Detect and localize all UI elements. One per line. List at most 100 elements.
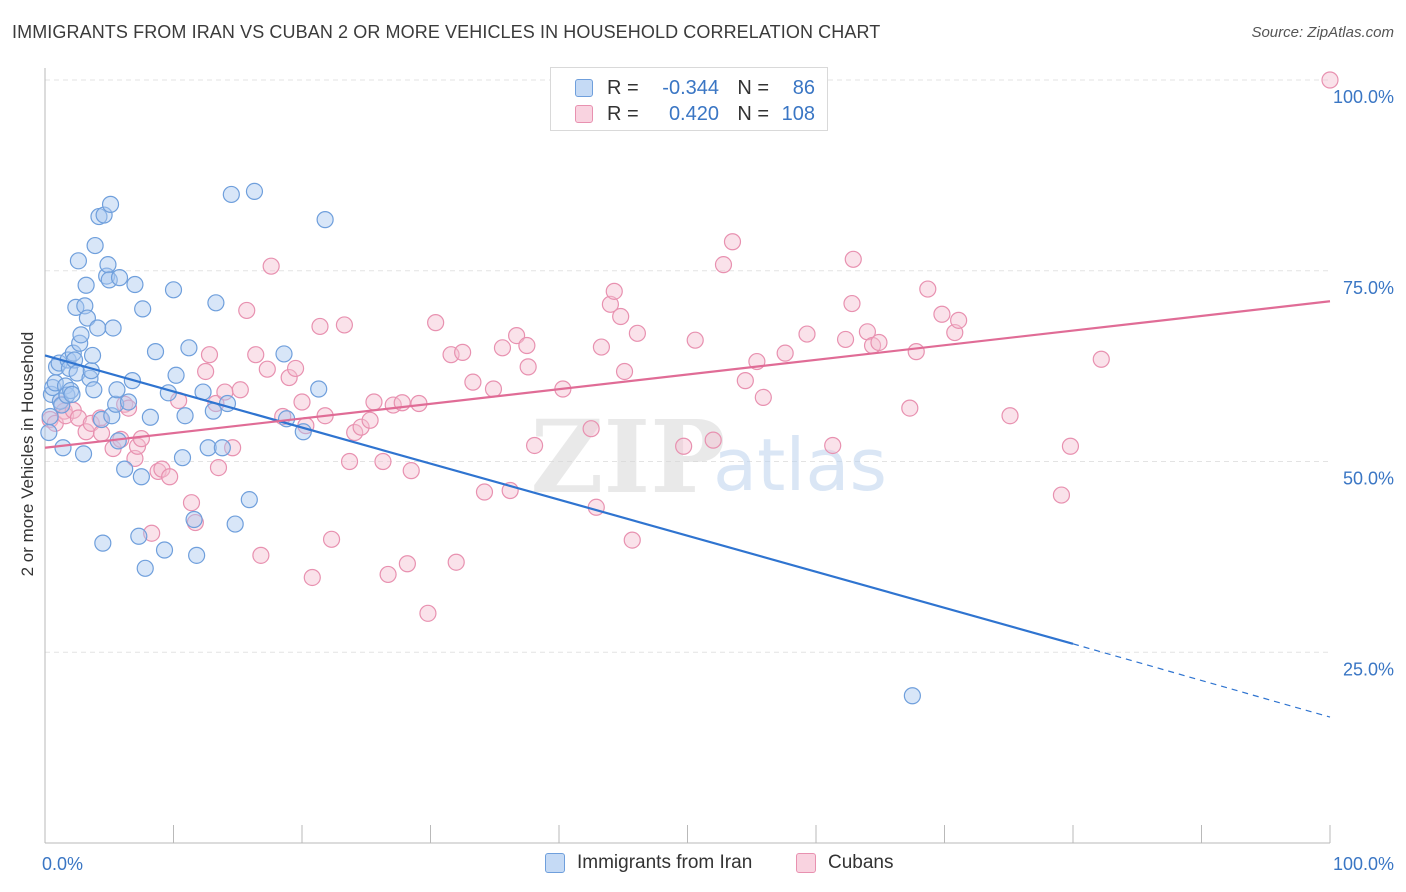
data-point-cuban: [1092, 350, 1110, 368]
legend-item-cubans[interactable]: Cubans: [796, 852, 894, 874]
data-point-iran: [173, 449, 192, 467]
data-point-iran: [155, 541, 174, 559]
data-point-iran: [85, 381, 103, 399]
data-point-cuban: [335, 316, 354, 334]
trend-line-iran-extension: [1072, 643, 1331, 718]
data-point-cuban: [686, 331, 704, 349]
data-point-cuban: [322, 530, 341, 548]
trend-lines: [44, 300, 1331, 718]
data-point-cuban: [379, 565, 397, 584]
data-point-iran: [41, 407, 59, 426]
data-point-cuban: [1052, 486, 1071, 504]
correlation-legend: R = -0.344 N = 86 R = 0.420 N = 108: [550, 67, 828, 131]
data-point-cuban: [798, 325, 816, 343]
data-point-iran: [167, 366, 185, 384]
data-point-cuban: [311, 317, 329, 336]
data-point-iran: [83, 346, 102, 365]
data-point-iran: [77, 276, 95, 294]
data-point-cuban: [628, 324, 646, 342]
data-point-cuban: [1001, 407, 1019, 425]
data-point-cuban: [143, 524, 161, 542]
data-point-cuban: [587, 498, 605, 516]
data-point-cuban: [714, 256, 733, 274]
legend-swatch-cubans: [796, 853, 816, 873]
data-point-iran: [207, 294, 225, 312]
data-point-iran: [40, 423, 58, 442]
data-point-cuban: [303, 568, 321, 587]
data-point-iran: [903, 687, 921, 705]
series-cubans: [41, 71, 1339, 622]
data-point-cuban: [704, 431, 722, 449]
data-point-iran: [199, 439, 217, 457]
n-label: N =: [737, 102, 769, 125]
data-point-iran: [94, 534, 112, 552]
legend-label-iran: Immigrants from Iran: [577, 852, 753, 873]
series-iran: [40, 182, 921, 705]
data-point-iran: [136, 559, 154, 577]
legend-swatch-iran: [545, 853, 565, 873]
data-point-cuban: [231, 381, 249, 399]
data-point-iran: [132, 468, 150, 486]
data-point-cuban: [238, 301, 256, 320]
data-point-iran: [141, 408, 159, 426]
data-point-cuban: [197, 362, 215, 381]
data-point-cuban: [293, 393, 311, 411]
data-point-cuban: [623, 531, 641, 549]
data-point-cuban: [605, 282, 623, 300]
data-point-iran: [86, 236, 104, 255]
data-point-cuban: [454, 343, 472, 361]
data-point-iran: [213, 439, 231, 457]
data-point-cuban: [484, 380, 503, 398]
legend-item-iran[interactable]: Immigrants from Iran: [545, 852, 752, 874]
legend-label-cubans: Cubans: [828, 852, 894, 873]
data-point-iran: [99, 256, 117, 274]
data-point-iran: [188, 546, 206, 564]
data-point-iran: [185, 510, 203, 529]
data-point-cuban: [419, 604, 437, 622]
data-point-iran: [134, 300, 152, 318]
data-point-cuban: [69, 409, 88, 427]
data-point-cuban: [675, 437, 693, 455]
data-point-cuban: [119, 399, 138, 417]
y-tick-label: 100.0%: [1333, 87, 1394, 107]
data-point-cuban: [209, 459, 228, 477]
data-point-cuban: [824, 436, 842, 455]
tick-labels: 25.0% 50.0% 75.0% 100.0% 0.0% 100.0%: [42, 87, 1394, 874]
r-value: 0.420: [668, 102, 719, 125]
data-point-iran: [92, 410, 111, 429]
y-tick-label: 75.0%: [1343, 278, 1394, 298]
data-point-iran: [226, 515, 244, 533]
data-point-iran: [126, 275, 144, 294]
data-point-cuban: [464, 373, 482, 391]
data-point-iran: [130, 527, 148, 545]
r-label: R =: [607, 102, 639, 125]
trend-line-iran: [44, 354, 1074, 645]
data-point-iran: [64, 344, 82, 362]
data-point-iran: [63, 385, 81, 403]
data-point-iran: [53, 396, 71, 414]
data-point-iran: [100, 271, 118, 289]
data-point-cuban: [182, 494, 201, 512]
data-point-cuban: [1321, 71, 1339, 89]
data-point-iran: [316, 211, 334, 229]
data-point-cuban: [843, 294, 861, 313]
data-point-cuban: [933, 305, 951, 323]
data-point-cuban: [507, 327, 526, 345]
data-point-cuban: [402, 462, 420, 480]
data-point-iran: [245, 182, 264, 200]
data-point-cuban: [132, 430, 150, 448]
data-point-cuban: [582, 420, 600, 438]
data-point-cuban: [723, 233, 742, 251]
n-value: 86: [792, 76, 815, 99]
data-point-iran: [204, 402, 222, 420]
data-point-cuban: [836, 330, 855, 349]
data-point-cuban: [352, 418, 370, 436]
y-tick-label: 50.0%: [1343, 469, 1394, 489]
axes: [44, 68, 1331, 844]
data-point-iran: [107, 395, 125, 413]
data-point-iran: [180, 339, 198, 357]
data-point-cuban: [615, 362, 634, 381]
n-label: N =: [737, 76, 769, 99]
y-tick-label: 25.0%: [1343, 659, 1394, 679]
data-point-cuban: [200, 346, 219, 364]
